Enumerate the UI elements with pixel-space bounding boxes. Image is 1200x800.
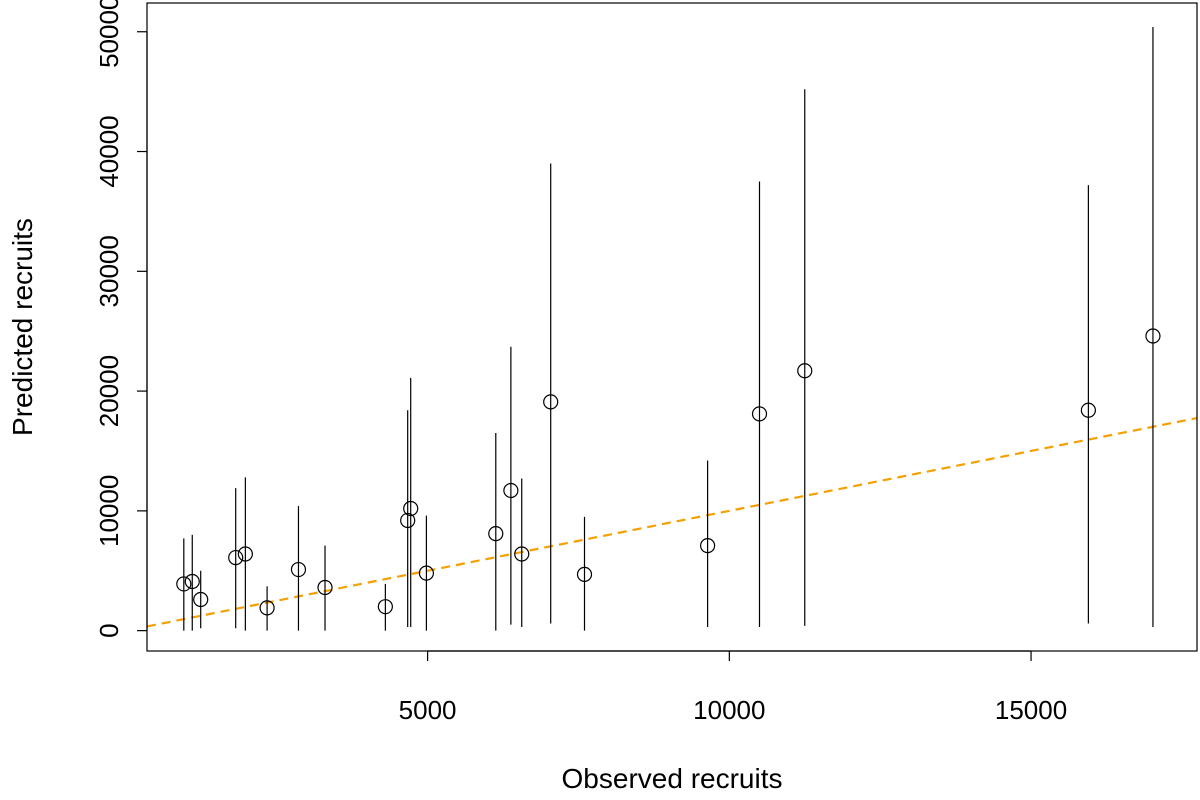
reference-line <box>146 416 1198 628</box>
data-point <box>377 599 393 615</box>
data-point <box>228 549 244 566</box>
y-tick-label: 30000 <box>94 235 124 307</box>
y-tick-label: 50000 <box>94 0 124 68</box>
data-point <box>797 363 813 379</box>
y-tick-label: 10000 <box>94 475 124 547</box>
y-axis: 0 10000 20000 30000 40000 50000 <box>94 0 148 638</box>
y-axis-label: Predicted recruits <box>7 218 38 436</box>
data-point <box>576 566 593 582</box>
data-point <box>751 406 768 422</box>
data-point <box>543 394 559 410</box>
x-tick-label: 10000 <box>693 695 765 725</box>
data-point <box>1080 402 1096 418</box>
y-tick-label: 40000 <box>94 115 124 187</box>
y-tick-label: 20000 <box>94 355 124 427</box>
data-point <box>700 537 716 554</box>
data-point <box>503 482 519 499</box>
data-point <box>400 512 416 529</box>
data-point <box>290 561 307 578</box>
data-point <box>193 591 209 608</box>
data-point <box>418 565 434 581</box>
y-tick-label: 0 <box>94 623 124 637</box>
reference-line-layer <box>146 416 1198 628</box>
data-point <box>237 546 253 562</box>
data-point <box>259 600 275 616</box>
data-point <box>514 546 530 562</box>
data-point <box>176 576 192 592</box>
data-point <box>403 500 419 517</box>
x-tick-label: 15000 <box>995 695 1067 725</box>
x-tick-label: 5000 <box>399 695 457 725</box>
data-point <box>1145 328 1161 344</box>
data-point <box>317 579 333 596</box>
x-axis: 5000 10000 15000 <box>399 650 1067 725</box>
data-point <box>488 526 504 542</box>
data-point <box>184 573 200 590</box>
data-points-layer <box>176 26 1161 631</box>
x-axis-label: Observed recruits <box>562 763 783 794</box>
